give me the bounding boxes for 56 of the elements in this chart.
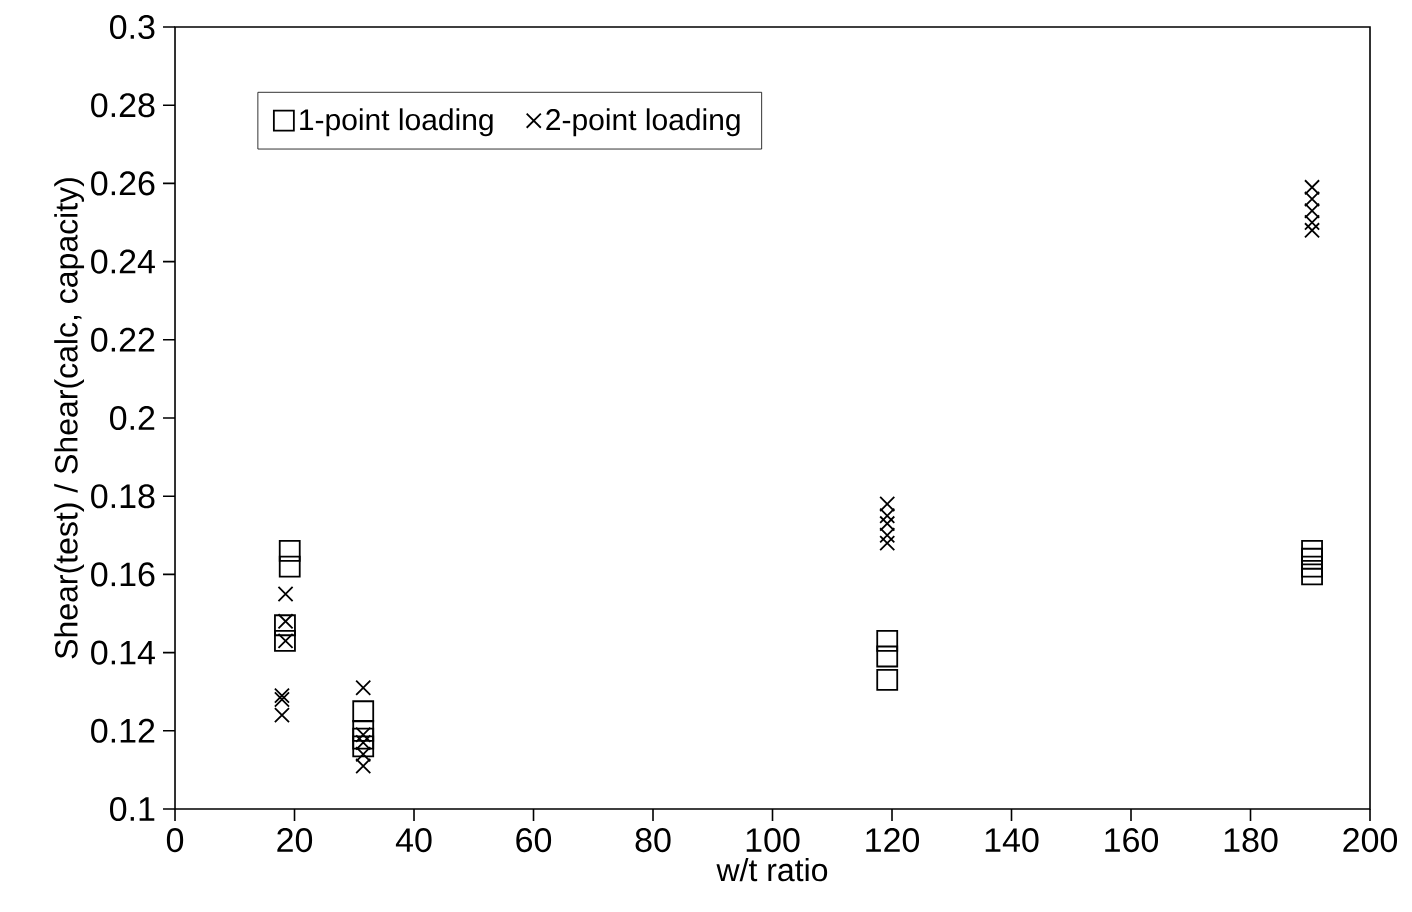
y-tick-label: 0.14	[91, 640, 155, 665]
x-tick-label: 200	[1343, 828, 1398, 853]
point	[879, 496, 896, 512]
y-tick-label: 0.12	[91, 718, 155, 743]
y-tick-label: 0.16	[91, 562, 155, 587]
x-tick-label: 180	[1224, 828, 1278, 853]
point	[277, 585, 294, 602]
point	[1304, 191, 1321, 208]
point	[352, 700, 375, 723]
point	[355, 746, 372, 763]
point	[879, 527, 896, 544]
point	[278, 555, 301, 578]
point	[1301, 547, 1323, 570]
point	[1301, 563, 1323, 586]
point	[1304, 202, 1321, 219]
y-tick-label: 0.1	[109, 796, 155, 822]
x-tick-label: 60	[516, 828, 552, 853]
x-tick-label: 40	[395, 828, 432, 853]
point	[273, 691, 290, 708]
point	[355, 758, 372, 774]
point	[876, 669, 899, 691]
x-tick-label: 0	[166, 828, 184, 853]
y-tick-label: 0.18	[91, 484, 155, 509]
point	[1301, 555, 1323, 578]
x-tick-label: 140	[985, 828, 1039, 853]
x-axis-title: w/t ratio	[716, 857, 828, 882]
point	[278, 540, 301, 562]
x-tick-label: 20	[277, 828, 313, 853]
point	[879, 535, 896, 552]
x-tick-label: 100	[746, 828, 800, 853]
point	[273, 687, 290, 704]
point	[879, 515, 896, 532]
point	[352, 719, 375, 742]
y-tick-label: 0.26	[91, 171, 155, 196]
point	[277, 613, 294, 630]
point	[1304, 222, 1321, 239]
y-tick-label: 0.3	[109, 14, 155, 40]
point	[1304, 214, 1321, 231]
point	[876, 645, 899, 668]
point	[355, 679, 372, 696]
point	[273, 707, 290, 724]
point	[274, 614, 296, 637]
point	[1301, 540, 1323, 562]
y-tick-label: 0.2	[109, 405, 155, 431]
x-tick-label: 120	[866, 828, 920, 853]
y-tick-label: 0.22	[91, 327, 155, 352]
legend-label: 1-point loading	[300, 108, 493, 137]
y-tick-label: 0.28	[91, 93, 155, 118]
x-tick-label: 160	[1105, 828, 1159, 853]
y-axis-title: Shear(test) / Shear(calc, capacity)	[54, 178, 85, 659]
legend-label: 2-point loading	[546, 108, 740, 137]
point	[879, 507, 896, 524]
point	[876, 629, 899, 652]
y-tick-label: 0.24	[91, 249, 155, 274]
point	[1304, 179, 1321, 196]
x-tick-label: 80	[635, 828, 671, 853]
